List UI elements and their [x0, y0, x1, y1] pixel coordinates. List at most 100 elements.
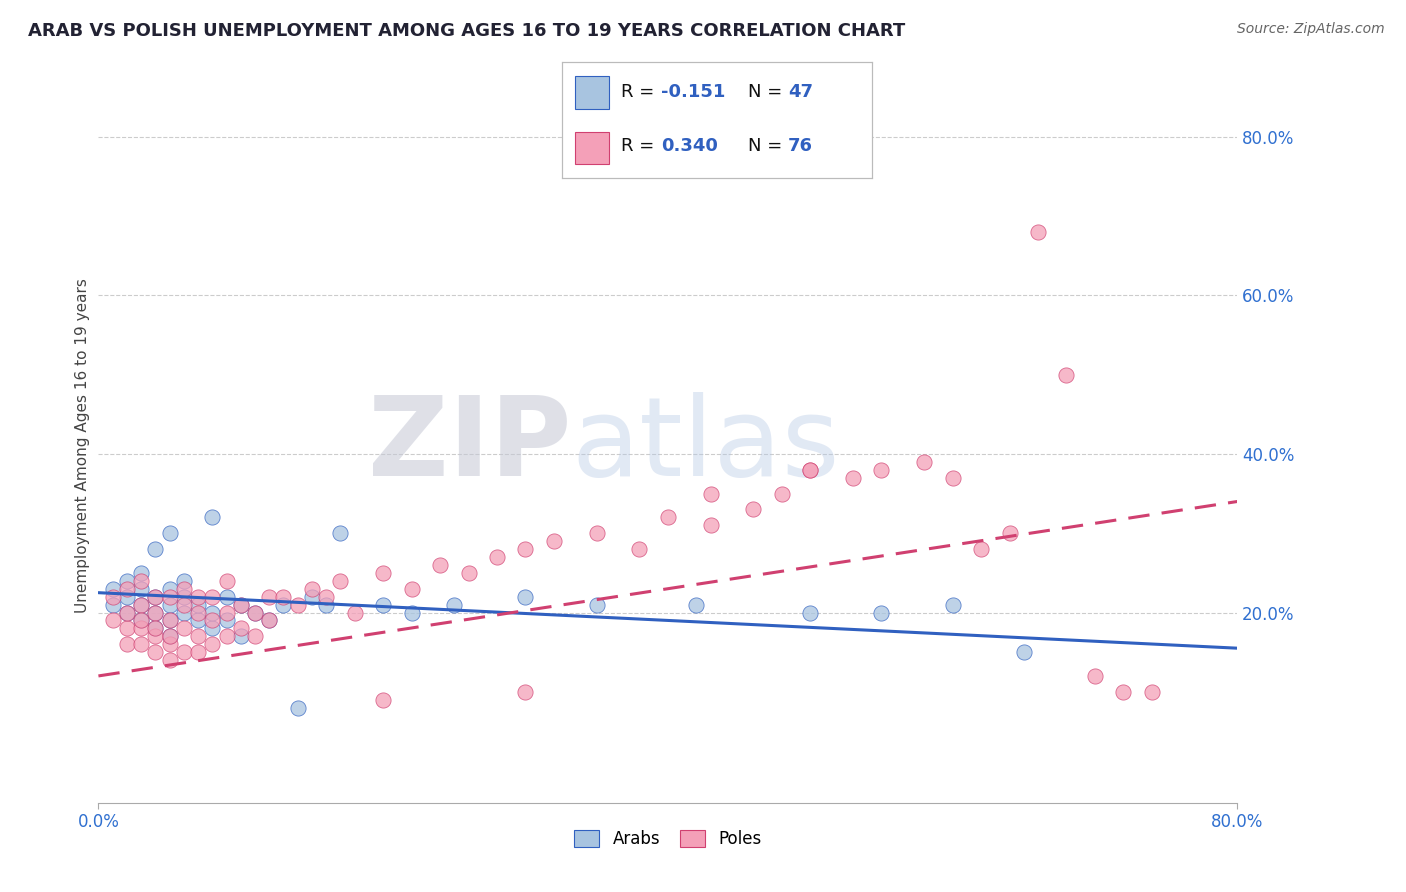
Text: 0.340: 0.340: [661, 137, 718, 155]
Point: [229, 621, 252, 635]
Point: [273, 598, 295, 612]
Point: [159, 598, 181, 612]
Point: [201, 606, 224, 620]
Point: [457, 566, 479, 580]
Point: [1084, 669, 1107, 683]
Point: [159, 653, 181, 667]
Point: [770, 486, 793, 500]
Point: [373, 566, 395, 580]
Text: N =: N =: [748, 83, 787, 101]
Point: [259, 590, 281, 604]
Point: [1112, 685, 1135, 699]
Point: [912, 455, 935, 469]
Point: [401, 582, 423, 596]
Point: [699, 486, 721, 500]
FancyBboxPatch shape: [575, 77, 609, 109]
Point: [215, 606, 238, 620]
Point: [159, 637, 181, 651]
Point: [870, 606, 893, 620]
Point: [259, 614, 281, 628]
Point: [145, 606, 167, 620]
Point: [201, 621, 224, 635]
Point: [998, 526, 1021, 541]
Point: [685, 598, 707, 612]
Text: 76: 76: [789, 137, 813, 155]
Point: [799, 463, 821, 477]
Text: Source: ZipAtlas.com: Source: ZipAtlas.com: [1237, 22, 1385, 37]
Point: [585, 598, 607, 612]
Point: [159, 526, 181, 541]
Point: [301, 590, 323, 604]
Point: [145, 645, 167, 659]
Point: [115, 621, 138, 635]
Point: [699, 518, 721, 533]
Point: [870, 463, 893, 477]
Point: [187, 598, 209, 612]
Point: [742, 502, 765, 516]
Point: [187, 645, 209, 659]
Point: [115, 590, 138, 604]
Point: [329, 574, 352, 588]
Point: [159, 590, 181, 604]
Point: [215, 614, 238, 628]
Point: [273, 590, 295, 604]
Point: [799, 606, 821, 620]
Point: [129, 614, 152, 628]
Point: [429, 558, 451, 572]
Legend: Arabs, Poles: Arabs, Poles: [568, 823, 768, 855]
Point: [842, 471, 865, 485]
FancyBboxPatch shape: [575, 132, 609, 164]
Point: [129, 566, 152, 580]
Point: [159, 629, 181, 643]
Point: [229, 598, 252, 612]
Point: [215, 574, 238, 588]
Point: [187, 629, 209, 643]
Point: [443, 598, 465, 612]
Point: [187, 590, 209, 604]
Point: [145, 606, 167, 620]
Point: [145, 621, 167, 635]
Point: [287, 700, 309, 714]
Point: [1140, 685, 1163, 699]
Point: [315, 598, 337, 612]
Point: [343, 606, 366, 620]
Text: ARAB VS POLISH UNEMPLOYMENT AMONG AGES 16 TO 19 YEARS CORRELATION CHART: ARAB VS POLISH UNEMPLOYMENT AMONG AGES 1…: [28, 22, 905, 40]
Point: [628, 542, 651, 557]
Point: [187, 606, 209, 620]
Point: [229, 629, 252, 643]
Point: [173, 582, 195, 596]
Point: [201, 510, 224, 524]
Point: [287, 598, 309, 612]
Point: [215, 590, 238, 604]
Text: ZIP: ZIP: [368, 392, 571, 500]
Point: [159, 629, 181, 643]
Point: [799, 463, 821, 477]
Point: [486, 549, 509, 564]
Point: [657, 510, 679, 524]
Point: [145, 621, 167, 635]
Text: R =: R =: [621, 137, 661, 155]
Point: [129, 582, 152, 596]
Point: [101, 598, 124, 612]
Point: [201, 590, 224, 604]
Point: [173, 598, 195, 612]
Point: [145, 590, 167, 604]
Point: [115, 606, 138, 620]
Point: [259, 614, 281, 628]
Point: [173, 590, 195, 604]
Text: N =: N =: [748, 137, 787, 155]
Point: [187, 614, 209, 628]
Point: [942, 598, 965, 612]
Point: [115, 582, 138, 596]
Point: [373, 598, 395, 612]
Text: -0.151: -0.151: [661, 83, 725, 101]
Point: [515, 542, 537, 557]
Point: [401, 606, 423, 620]
Point: [129, 574, 152, 588]
Point: [159, 614, 181, 628]
Point: [101, 582, 124, 596]
Point: [129, 598, 152, 612]
Point: [159, 582, 181, 596]
Point: [129, 621, 152, 635]
Point: [1012, 645, 1035, 659]
